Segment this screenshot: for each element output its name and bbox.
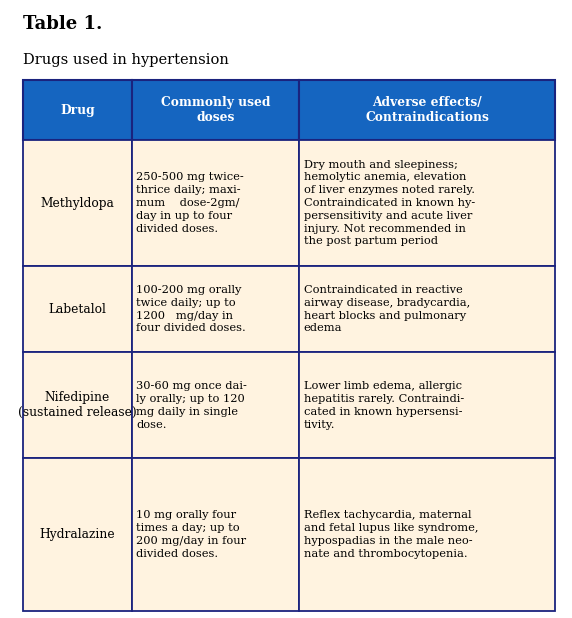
Bar <box>132 459 300 611</box>
Bar <box>23 459 132 611</box>
Text: 100-200 mg orally
twice daily; up to
1200   mg/day in
four divided doses.: 100-200 mg orally twice daily; up to 120… <box>136 285 246 333</box>
Bar <box>300 352 555 459</box>
Text: Nifedipine
(sustained release): Nifedipine (sustained release) <box>18 391 137 420</box>
Bar <box>23 352 132 459</box>
Text: 250-500 mg twice-
thrice daily; maxi-
mum    dose-2gm/
day in up to four
divided: 250-500 mg twice- thrice daily; maxi- mu… <box>136 172 244 234</box>
Bar <box>300 80 555 140</box>
Bar <box>132 352 300 459</box>
Text: Hydralazine: Hydralazine <box>39 528 115 541</box>
Bar <box>300 140 555 266</box>
Bar <box>132 140 300 266</box>
Text: 10 mg orally four
times a day; up to
200 mg/day in four
divided doses.: 10 mg orally four times a day; up to 200… <box>136 510 246 559</box>
Text: Methyldopa: Methyldopa <box>41 197 114 210</box>
Text: Dry mouth and sleepiness;
hemolytic anemia, elevation
of liver enzymes noted rar: Dry mouth and sleepiness; hemolytic anem… <box>304 159 475 247</box>
Bar <box>23 140 132 266</box>
Bar <box>132 266 300 352</box>
Text: Drug: Drug <box>60 104 95 117</box>
Text: Labetalol: Labetalol <box>49 303 106 316</box>
Text: 30-60 mg once dai-
ly orally; up to 120
mg daily in single
dose.: 30-60 mg once dai- ly orally; up to 120 … <box>136 381 247 430</box>
Text: Drugs used in hypertension: Drugs used in hypertension <box>23 53 229 67</box>
Bar <box>300 459 555 611</box>
Bar <box>23 80 132 140</box>
Text: Reflex tachycardia, maternal
and fetal lupus like syndrome,
hypospadias in the m: Reflex tachycardia, maternal and fetal l… <box>304 510 478 559</box>
Bar <box>300 266 555 352</box>
Bar <box>23 266 132 352</box>
Text: Contraindicated in reactive
airway disease, bradycardia,
heart blocks and pulmon: Contraindicated in reactive airway disea… <box>304 285 470 333</box>
Text: Commonly used
doses: Commonly used doses <box>161 96 271 124</box>
Text: Table 1.: Table 1. <box>23 15 102 33</box>
Text: Adverse effects/
Contraindications: Adverse effects/ Contraindications <box>366 96 489 124</box>
Bar <box>132 80 300 140</box>
Text: Lower limb edema, allergic
hepatitis rarely. Contraindi-
cated in known hypersen: Lower limb edema, allergic hepatitis rar… <box>304 381 464 430</box>
